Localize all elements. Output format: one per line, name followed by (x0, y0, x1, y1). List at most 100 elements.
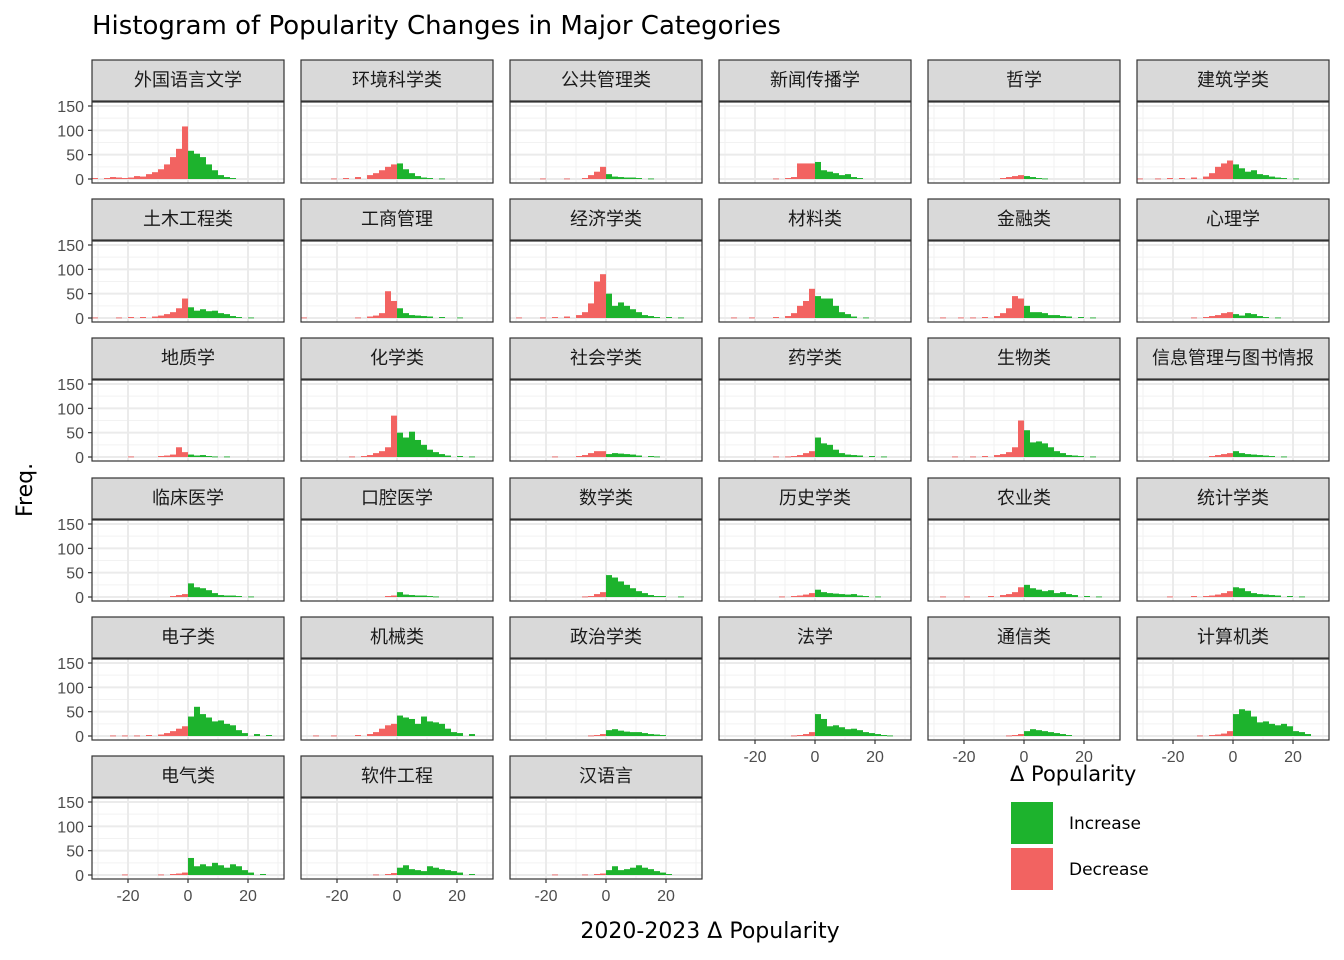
increase-bar (1036, 730, 1042, 736)
facet-panel: 政治学类 (509, 616, 703, 741)
increase-bar (1257, 594, 1263, 597)
increase-bar (260, 874, 266, 875)
decrease-bar (1006, 735, 1012, 737)
increase-bar (218, 720, 224, 736)
increase-bar (1251, 170, 1257, 179)
chart-title: Histogram of Popularity Changes in Major… (92, 11, 781, 41)
increase-bar (457, 872, 463, 875)
increase-bar (666, 317, 672, 318)
decrease-bar (301, 317, 307, 319)
increase-bar (1245, 710, 1251, 736)
increase-bar (618, 730, 624, 736)
increase-bar (624, 584, 630, 597)
increase-bar (230, 725, 236, 736)
increase-bar (397, 715, 403, 736)
decrease-bar (1203, 596, 1209, 597)
increase-bar (863, 596, 869, 597)
facet-strip (718, 59, 912, 102)
increase-bar (833, 173, 839, 179)
decrease-bar (1221, 593, 1227, 597)
y-tick-label: 50 (66, 426, 84, 443)
increase-bar (821, 592, 827, 597)
increase-bar (242, 733, 248, 736)
decrease-bar (182, 872, 188, 875)
increase-bar (624, 177, 630, 179)
panel-border (509, 240, 703, 323)
increase-bar (648, 178, 654, 180)
facet-strip (300, 477, 494, 520)
facet-strip (300, 59, 494, 102)
y-tick-label: 150 (57, 517, 84, 534)
increase-bar (624, 454, 630, 457)
decrease-bar (952, 456, 958, 458)
decrease-bar (1012, 735, 1018, 736)
y-tick-label: 50 (66, 844, 84, 861)
increase-bar (857, 455, 863, 457)
decrease-bar (803, 594, 809, 597)
decrease-bar (1215, 455, 1221, 457)
decrease-bar (385, 596, 391, 597)
facet-strip (718, 616, 912, 659)
decrease-bar (797, 305, 803, 318)
increase-bar (200, 157, 206, 179)
increase-bar (403, 865, 409, 875)
increase-bar (612, 866, 618, 875)
facet-strip (927, 198, 1121, 241)
panel-border (509, 658, 703, 741)
increase-bar (403, 717, 409, 736)
facet-strip (91, 59, 285, 102)
increase-bar (206, 590, 212, 597)
facet-strip-label: 农业类 (997, 488, 1051, 509)
decrease-bar (1012, 592, 1018, 597)
x-tick-label: 0 (1020, 749, 1029, 766)
increase-bar (1233, 314, 1239, 318)
increase-bar (1054, 315, 1060, 318)
facet-strip-label: 信息管理与图书情报 (1152, 348, 1314, 369)
legend-label-increase: Increase (1069, 814, 1141, 834)
decrease-bar (176, 728, 182, 736)
decrease-bar (170, 731, 176, 736)
x-tick-label: 20 (866, 749, 884, 766)
decrease-bar (582, 178, 588, 179)
y-tick-label: 50 (66, 705, 84, 722)
facet-panel: 工商管理 (300, 198, 494, 323)
decrease-bar (1012, 176, 1018, 179)
decrease-bar (773, 456, 779, 458)
x-tick-label: 0 (602, 888, 611, 905)
increase-bar (439, 869, 445, 875)
decrease-bar (803, 163, 809, 179)
increase-bar (833, 725, 839, 736)
increase-bar (833, 449, 839, 457)
panel-border (927, 101, 1121, 184)
panel-border (718, 240, 912, 323)
increase-bar (618, 581, 624, 597)
increase-bar (1042, 313, 1048, 318)
decrease-bar (600, 451, 606, 457)
increase-bar (612, 453, 618, 457)
increase-bar (194, 455, 200, 457)
increase-bar (421, 716, 427, 736)
decrease-bar (379, 451, 385, 457)
increase-bar (678, 596, 684, 598)
decrease-bar (797, 455, 803, 457)
decrease-bar (594, 451, 600, 457)
increase-bar (1090, 317, 1096, 319)
increase-bar (188, 454, 194, 457)
increase-bar (1305, 734, 1311, 736)
facet-strip-label: 材料类 (788, 209, 842, 230)
increase-bar (212, 170, 218, 179)
increase-bar (636, 865, 642, 875)
decrease-bar (773, 317, 779, 318)
decrease-bar (809, 593, 815, 597)
facet-strip (1136, 616, 1330, 659)
facet-strip (91, 755, 285, 798)
legend-title: Δ Popularity (1010, 762, 1136, 786)
increase-bar (1024, 305, 1030, 318)
increase-bar (642, 593, 648, 597)
decrease-bar (1179, 178, 1185, 179)
facet-panel: 生物类 (927, 337, 1121, 462)
decrease-bar (92, 317, 98, 319)
increase-bar (606, 454, 612, 457)
facet-strip-label: 通信类 (997, 627, 1051, 648)
increase-bar (200, 588, 206, 597)
